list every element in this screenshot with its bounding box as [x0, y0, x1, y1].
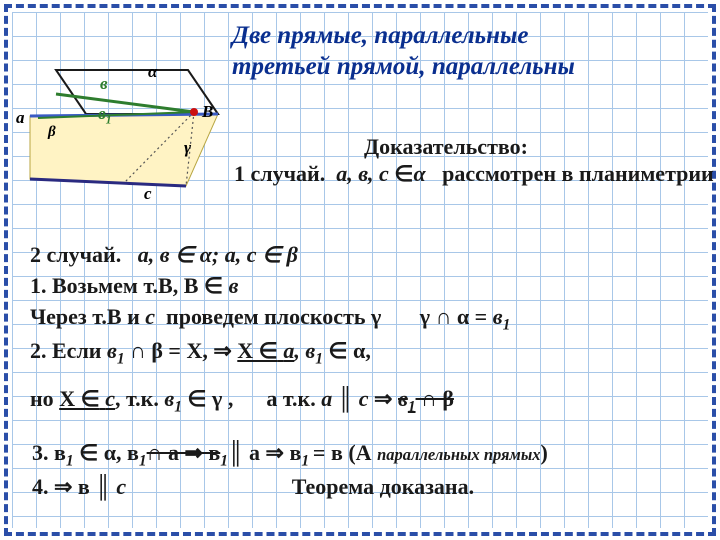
label-beta: β: [48, 124, 56, 141]
step2d-d: а т.к.: [266, 386, 315, 411]
step2d-xin: Х ∈: [59, 386, 100, 411]
case1-rest: рассмотрен в планиметрии: [442, 161, 714, 186]
step2-v1: в1: [107, 338, 125, 363]
title-line-2: третьей прямой, параллельны: [232, 53, 575, 80]
step2c: Х ∈: [237, 338, 278, 363]
case1-prefix: 1 случай.: [234, 161, 325, 186]
case2-cond: а, в ∈ α; а, с ∈ β: [138, 242, 298, 267]
title-line-1: Две прямые, параллельные: [232, 22, 528, 49]
diagram: α в В а в1 β γ с: [20, 64, 230, 204]
steps-3-4: 3. в1 ∈ α, в1∩ а ⇒ в1║ а ⇒ в1 = в (А пар…: [32, 438, 712, 502]
title: Две прямые, параллельные третьей прямой,…: [232, 20, 698, 83]
step2a: 2. Если: [30, 338, 101, 363]
step4a: 4. ⇒ в: [32, 474, 90, 499]
step3b: ∈ α, в: [79, 440, 139, 465]
step2c-u: Х ∈ а: [237, 338, 294, 363]
step-3: 3. в1 ∈ α, в1∩ а ⇒ в1║ а ⇒ в1 = в (А пар…: [32, 438, 712, 472]
step3d: ║ а ⇒ в: [228, 440, 301, 465]
line-v: [56, 94, 194, 112]
step2d-cc: с: [359, 386, 369, 411]
point-b: [190, 108, 198, 116]
slide-content: Две прямые, параллельные третьей прямой,…: [12, 12, 708, 528]
theorem-done: Теорема доказана.: [292, 474, 474, 499]
step1b-v1: в1: [493, 304, 511, 329]
case2-prefix: 2 случай.: [30, 242, 121, 267]
step2d-v1: в1: [164, 386, 182, 411]
label-v1: в1: [98, 104, 112, 127]
arrow-icon: ⇒: [374, 386, 392, 411]
step1b-c: с: [145, 304, 155, 329]
step2d-c: с: [105, 386, 115, 411]
step1a-v: в: [229, 273, 239, 298]
step-1b: Через т.В и с проведем плоскость γ γ ∩ α…: [30, 302, 710, 336]
step-2d: но Х ∈ с, т.к. в1 ∈ γ , а т.к. а ║ с ⇒ в…: [30, 384, 710, 418]
step4c: с: [116, 474, 126, 499]
step2d-c2: ∈ γ ,: [187, 386, 233, 411]
case1-vars: а, в, с: [336, 161, 389, 186]
label-c: с: [144, 184, 152, 204]
case2-line1: 2 случай. а, в ∈ α; а, с ∈ β: [30, 240, 710, 271]
in-symbol: ∈: [394, 161, 413, 186]
step2d-b: , т.к.: [115, 386, 159, 411]
step3g: ): [541, 440, 548, 465]
step2c-a: а: [283, 338, 294, 363]
step3a: 3. в: [32, 440, 66, 465]
case-2-block: 2 случай. а, в ∈ α; а, с ∈ β 1. Возьмем …: [30, 240, 710, 417]
step2d-cap: ∩ β: [421, 386, 454, 411]
step1b-a: Через т.В и: [30, 304, 140, 329]
step1a-text: 1. Возьмем т.В, В ∈: [30, 273, 223, 298]
label-gamma: γ: [184, 138, 191, 158]
step3c: ∩ а ⇒ в: [147, 440, 221, 465]
step2b: ∩ β = Х, ⇒: [130, 338, 232, 363]
step1b-b: проведем плоскость γ: [166, 304, 381, 329]
parallel-icon-2: ║: [95, 474, 111, 499]
step2d-a: но: [30, 386, 54, 411]
label-alpha: α: [148, 62, 157, 82]
label-v: в: [100, 74, 108, 94]
label-B: В: [202, 102, 213, 122]
step2d-xin-u: Х ∈ с: [59, 386, 115, 411]
step3e: = в (А: [313, 440, 372, 465]
parallel-icon: ║: [338, 386, 354, 411]
step1b-eq: γ ∩ α =: [420, 304, 487, 329]
step2d-v1b: в1: [398, 386, 416, 411]
step-2: 2. Если в1 ∩ β = Х, ⇒ Х ∈ а, в1 ∈ α,: [30, 336, 710, 370]
proof-heading: Доказательство:: [364, 134, 720, 160]
step3f: параллельных прямых: [377, 445, 540, 464]
case1-alpha: α: [413, 161, 425, 186]
plane-alpha: [56, 70, 218, 114]
case-1: 1 случай. а, в, с ∈α рассмотрен в планим…: [234, 160, 720, 189]
step2d-ac: а: [321, 386, 332, 411]
step-4: 4. ⇒ в ║ с Теорема доказана.: [32, 472, 712, 502]
label-a: а: [16, 108, 25, 128]
step2c-tail: ∈ α,: [328, 338, 370, 363]
step-1a: 1. Возьмем т.В, В ∈ в: [30, 271, 710, 302]
step2c-rest: , в1: [294, 338, 323, 363]
step2d-strike: в1 ∩ β: [398, 386, 454, 411]
